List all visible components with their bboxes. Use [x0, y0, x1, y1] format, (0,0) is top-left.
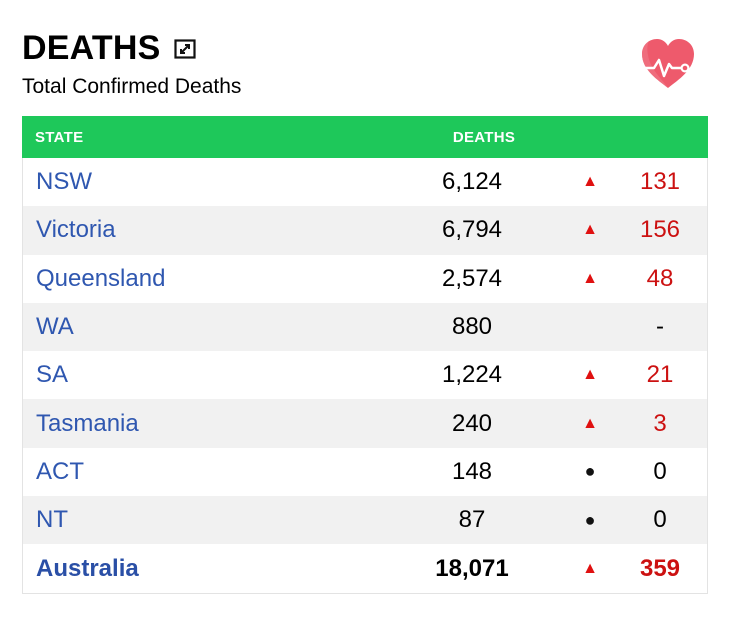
expand-icon[interactable] [174, 38, 197, 60]
table-row: ACT 148 ● 0 [23, 448, 707, 496]
deaths-value: 6,794 [441, 216, 503, 244]
deaths-table: STATE DEATHS NSW 6,124 ▲ 131 Victoria 6,… [22, 116, 708, 594]
change-value: 48 [646, 264, 674, 292]
change-value: 0 [653, 506, 667, 534]
column-header-deaths[interactable]: DEATHS [452, 128, 516, 146]
change-value: - [656, 313, 664, 341]
table-row: Tasmania 240 ▲ 3 [23, 399, 707, 448]
title-row: DEATHS [22, 28, 712, 68]
change-value: 0 [653, 457, 667, 485]
deaths-value: 87 [458, 506, 486, 534]
change-value: 156 [639, 216, 681, 244]
state-link[interactable]: NT [36, 506, 68, 534]
deaths-value: 6,124 [441, 168, 503, 196]
table-row: Queensland 2,574 ▲ 48 [23, 255, 707, 303]
table-row: WA 880 - [23, 302, 707, 352]
table-row: NT 87 ● 0 [23, 496, 707, 545]
increase-icon: ▲ [582, 559, 598, 577]
table-row: NSW 6,124 ▲ 131 [23, 158, 707, 206]
increase-icon: ▲ [582, 269, 598, 287]
column-header-state[interactable]: STATE [35, 128, 84, 146]
state-link[interactable]: WA [36, 313, 74, 341]
table-header: STATE DEATHS [22, 116, 708, 158]
increase-icon: ▲ [582, 173, 598, 191]
change-value: 21 [646, 361, 674, 389]
dot-icon: ● [584, 509, 596, 530]
deaths-value: 880 [451, 313, 493, 341]
state-link[interactable]: Victoria [36, 216, 116, 244]
change-value: 131 [639, 168, 681, 196]
change-value: 3 [653, 409, 667, 437]
table-row-total: Australia 18,071 ▲ 359 [23, 544, 707, 592]
state-link[interactable]: Tasmania [36, 409, 139, 437]
heart-pulse-icon [638, 36, 698, 90]
widget-header: DEATHS Total Confirmed Deaths [22, 28, 712, 108]
table-row: Victoria 6,794 ▲ 156 [23, 206, 707, 255]
increase-icon: ▲ [582, 366, 598, 384]
state-link-total[interactable]: Australia [36, 554, 139, 582]
deaths-total-value: 18,071 [435, 554, 509, 582]
dot-icon: ● [584, 461, 596, 482]
increase-icon: ▲ [582, 414, 598, 432]
state-link[interactable]: ACT [36, 457, 84, 485]
deaths-value: 1,224 [441, 361, 503, 389]
page-title: DEATHS [22, 29, 161, 67]
table-row: SA 1,224 ▲ 21 [23, 351, 707, 399]
state-link[interactable]: Queensland [36, 264, 166, 292]
deaths-value: 2,574 [441, 264, 503, 292]
change-total-value: 359 [639, 554, 681, 582]
state-link[interactable]: NSW [36, 168, 92, 196]
deaths-value: 240 [451, 409, 493, 437]
increase-icon: ▲ [582, 221, 598, 239]
state-link[interactable]: SA [36, 361, 69, 389]
page-subtitle: Total Confirmed Deaths [22, 75, 242, 98]
deaths-value: 148 [451, 457, 493, 485]
